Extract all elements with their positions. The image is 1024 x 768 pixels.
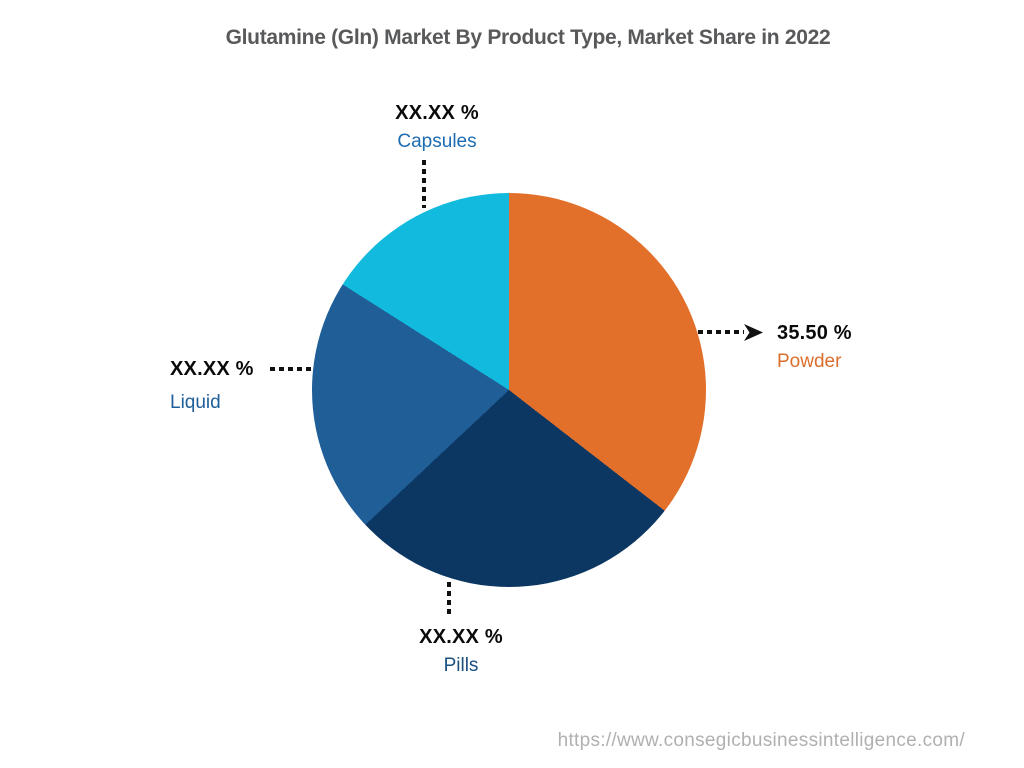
capsules-share-value: XX.XX % xyxy=(395,102,479,124)
pills-label: Pills xyxy=(443,655,479,676)
leader-line-powder xyxy=(698,330,744,334)
chart-title: Glutamine (Gln) Market By Product Type, … xyxy=(225,26,831,49)
callout-liquid: XX.XX % Liquid xyxy=(170,358,254,413)
callout-capsules: XX.XX % Capsules xyxy=(395,102,479,152)
liquid-share-value: XX.XX % xyxy=(170,358,254,380)
powder-share-value: 35.50 % xyxy=(777,322,852,344)
source-url: https://www.consegicbusinessintelligence… xyxy=(557,730,965,751)
leader-line-liquid xyxy=(270,367,312,371)
pie-chart xyxy=(312,193,706,587)
powder-label: Powder xyxy=(777,351,842,372)
capsules-label: Capsules xyxy=(397,131,477,152)
liquid-label: Liquid xyxy=(170,392,221,413)
arrowhead-powder-icon xyxy=(744,324,763,341)
callout-powder: 35.50 % Powder xyxy=(777,322,852,372)
callout-pills: XX.XX % Pills xyxy=(419,626,503,676)
leader-line-pills xyxy=(447,582,451,618)
pills-share-value: XX.XX % xyxy=(419,626,503,648)
leader-line-capsules xyxy=(422,160,426,208)
